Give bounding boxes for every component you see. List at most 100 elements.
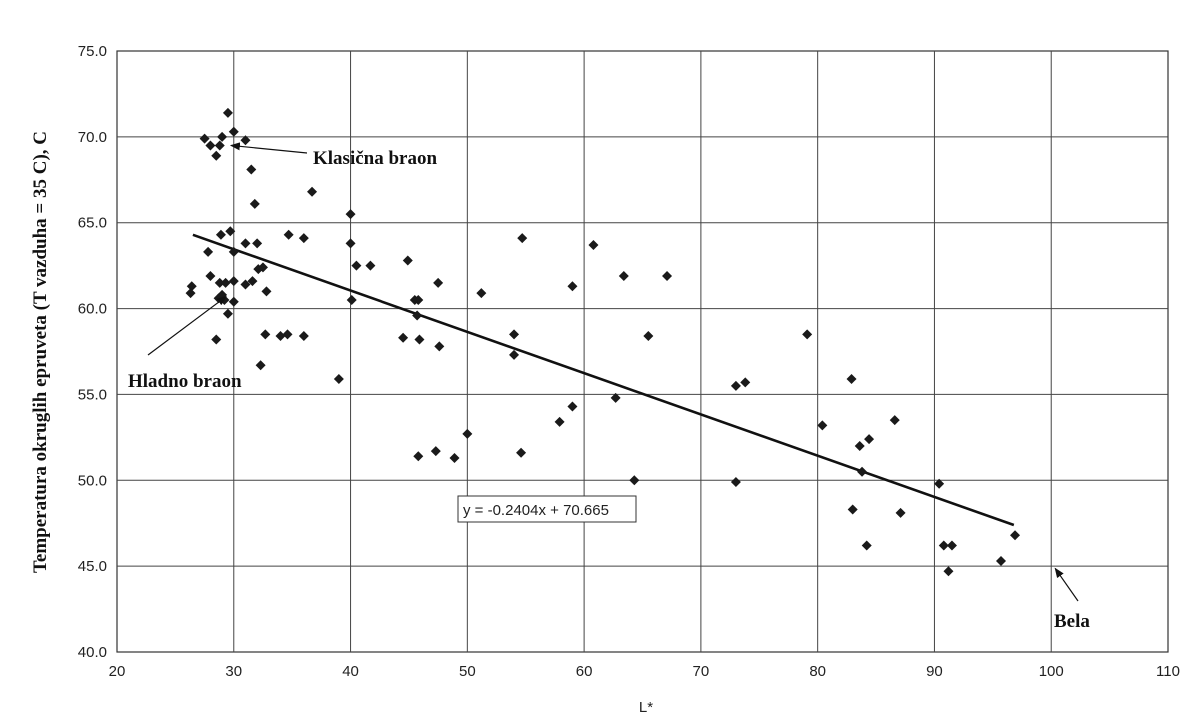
data-point <box>864 434 875 445</box>
data-point <box>554 416 565 427</box>
x-tick-label: 100 <box>1039 663 1064 680</box>
data-point <box>186 281 197 292</box>
x-tick-label: 30 <box>225 663 242 680</box>
x-axis-ticks: 20 30 40 50 60 70 80 90 100 110 <box>109 663 1180 680</box>
data-point <box>211 150 222 161</box>
data-point <box>662 270 673 281</box>
data-point <box>414 334 425 345</box>
data-point <box>996 555 1007 566</box>
annotation-arrow <box>229 142 308 154</box>
data-point <box>449 452 460 463</box>
data-point <box>402 255 413 266</box>
data-point <box>249 198 260 209</box>
data-point <box>846 373 857 384</box>
data-point <box>629 475 640 486</box>
data-point <box>228 296 239 307</box>
data-point <box>1010 530 1021 541</box>
data-point <box>889 415 900 426</box>
y-tick-label: 65.0 <box>78 215 107 232</box>
data-point <box>253 264 264 275</box>
data-point <box>240 279 251 290</box>
data-point <box>225 226 236 237</box>
data-point <box>730 380 741 391</box>
data-point <box>345 238 356 249</box>
trendline <box>192 233 1015 527</box>
data-point <box>509 349 520 360</box>
data-point <box>398 332 409 343</box>
data-point <box>282 329 293 340</box>
annotation-label: Hladno braon <box>128 371 242 392</box>
data-point <box>222 107 233 118</box>
data-point <box>222 308 233 319</box>
data-point <box>847 504 858 515</box>
data-point <box>220 277 231 288</box>
data-point <box>351 260 362 271</box>
data-point <box>298 331 309 342</box>
equation-box <box>457 495 637 523</box>
x-tick-label: 50 <box>459 663 476 680</box>
data-point <box>643 331 654 342</box>
data-point <box>298 233 309 244</box>
x-tick-label: 110 <box>1156 663 1180 680</box>
y-tick-label: 40.0 <box>78 644 107 661</box>
y-axis-title: Temperatura okruglih epruveta (T vazduha… <box>30 131 51 573</box>
plot-frame <box>116 50 1169 653</box>
chart-grid <box>116 50 1169 653</box>
annotation-label: Bela <box>1054 611 1090 632</box>
annotations: Klasična braon Hladno braon Bela <box>128 142 1090 632</box>
data-point <box>895 507 906 518</box>
data-point <box>228 246 239 257</box>
x-tick-label: 60 <box>576 663 593 680</box>
data-point <box>476 288 487 299</box>
data-point <box>246 164 257 175</box>
data-point <box>365 260 376 271</box>
data-point <box>413 294 424 305</box>
data-point <box>199 133 210 144</box>
x-tick-label: 80 <box>809 663 826 680</box>
data-point <box>610 392 621 403</box>
y-tick-label: 55.0 <box>78 386 107 403</box>
data-point <box>211 334 222 345</box>
annotation-arrow <box>1054 567 1079 602</box>
data-point <box>228 276 239 287</box>
y-axis-ticks: 40.0 45.0 50.0 55.0 60.0 65.0 70.0 75.0 <box>78 43 107 661</box>
data-point <box>240 135 251 146</box>
data-point <box>802 329 813 340</box>
x-tick-label: 90 <box>926 663 943 680</box>
y-tick-label: 70.0 <box>78 129 107 146</box>
data-point <box>517 233 528 244</box>
data-point <box>412 310 423 321</box>
data-point <box>854 440 865 451</box>
data-point <box>247 276 258 287</box>
x-axis-title: L* <box>639 699 653 716</box>
data-points <box>185 107 1021 577</box>
data-point <box>203 246 214 257</box>
data-point <box>588 240 599 251</box>
data-point <box>205 270 216 281</box>
data-point <box>946 540 957 551</box>
data-point <box>618 270 629 281</box>
data-point <box>730 477 741 488</box>
data-point <box>307 186 318 197</box>
data-point <box>346 294 357 305</box>
data-point <box>240 238 251 249</box>
data-point <box>462 428 473 439</box>
data-point <box>214 140 225 151</box>
data-point <box>817 420 828 431</box>
data-point <box>516 447 527 458</box>
y-tick-label: 45.0 <box>78 558 107 575</box>
data-point <box>228 126 239 137</box>
x-tick-label: 70 <box>693 663 710 680</box>
data-point <box>215 229 226 240</box>
x-tick-label: 20 <box>109 663 126 680</box>
data-point <box>938 540 949 551</box>
x-tick-label: 40 <box>342 663 359 680</box>
data-point <box>567 281 578 292</box>
data-point <box>185 288 196 299</box>
data-point <box>434 341 445 352</box>
data-point <box>509 329 520 340</box>
data-point <box>275 331 286 342</box>
data-point <box>255 360 266 371</box>
data-point <box>430 446 441 457</box>
data-point <box>567 401 578 412</box>
